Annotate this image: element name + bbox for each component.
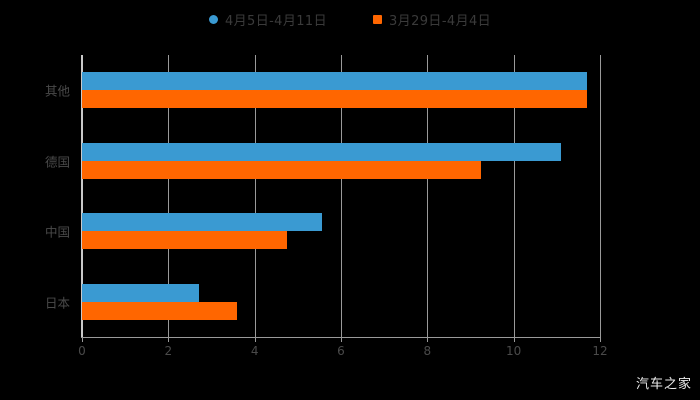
y-axis-category-label: 日本 <box>44 295 70 311</box>
chart-bar[interactable] <box>82 160 482 179</box>
gridline <box>341 55 342 337</box>
y-axis-category-label: 其他 <box>44 83 70 99</box>
chart-bar[interactable] <box>82 301 238 320</box>
gridline <box>254 55 256 337</box>
x-tick-mark <box>600 337 601 342</box>
x-tick-label: 4 <box>250 344 259 358</box>
chart-bar-group <box>82 213 600 250</box>
gridline <box>168 55 170 337</box>
x-tick-label: 6 <box>337 344 345 358</box>
chart-bar[interactable] <box>82 231 288 250</box>
x-tick-mark <box>82 337 83 342</box>
legend-item-series-1[interactable]: 3月29日-4月4日 <box>373 10 491 29</box>
y-axis-category-label: 德国 <box>44 154 70 170</box>
x-tick-label: 2 <box>164 344 173 358</box>
chart-category-band: 德国 <box>45 126 600 197</box>
chart-bar-group <box>82 142 600 179</box>
legend-label-series-1: 3月29日-4月4日 <box>389 14 492 29</box>
x-tick-label: 12 <box>592 344 608 358</box>
chart-plot-area: 0 2 4 6 8 10 12 其他德国中国日本 <box>45 55 608 358</box>
chart-bar-group <box>82 283 600 320</box>
legend-label-series-0: 4月5日-4月11日 <box>224 14 327 29</box>
x-tick-mark <box>254 337 256 342</box>
legend-marker-square-icon <box>373 15 382 24</box>
gridline <box>600 55 601 337</box>
gridline <box>513 55 515 337</box>
x-tick-label: 8 <box>423 344 432 358</box>
chart-legend: 4月5日-4月11日 3月29日-4月4日 <box>0 10 700 29</box>
chart-bar[interactable] <box>82 213 322 232</box>
chart-category-band: 日本 <box>45 267 600 338</box>
x-tick-mark <box>168 337 170 342</box>
chart-bar[interactable] <box>82 90 588 109</box>
x-tick-mark <box>341 337 342 342</box>
watermark: 汽车之家 <box>635 377 692 392</box>
x-tick-label: 10 <box>506 344 522 358</box>
gridline <box>427 55 429 337</box>
x-tick-mark <box>427 337 429 342</box>
chart-bar[interactable] <box>82 142 562 161</box>
chart-bar[interactable] <box>82 283 199 302</box>
y-axis-line <box>81 55 83 337</box>
chart-category-band: 中国 <box>45 196 600 267</box>
x-tick-label: 0 <box>78 344 86 358</box>
legend-marker-dot-icon <box>208 15 218 24</box>
legend-item-series-0[interactable]: 4月5日-4月11日 <box>208 10 327 29</box>
x-axis-line <box>81 337 600 338</box>
chart-bar[interactable] <box>82 72 588 91</box>
chart-category-band: 其他 <box>45 55 600 126</box>
y-axis-category-label: 中国 <box>44 224 70 240</box>
chart-bar-group <box>82 72 600 109</box>
x-tick-mark <box>513 337 515 342</box>
